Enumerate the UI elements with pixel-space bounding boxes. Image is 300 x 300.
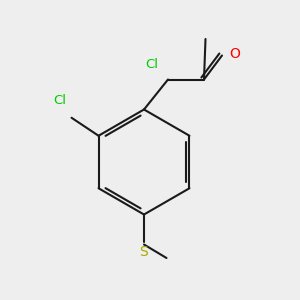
Text: O: O [230, 47, 240, 61]
Text: S: S [140, 244, 148, 259]
Text: Cl: Cl [53, 94, 66, 107]
Text: Cl: Cl [145, 58, 158, 70]
